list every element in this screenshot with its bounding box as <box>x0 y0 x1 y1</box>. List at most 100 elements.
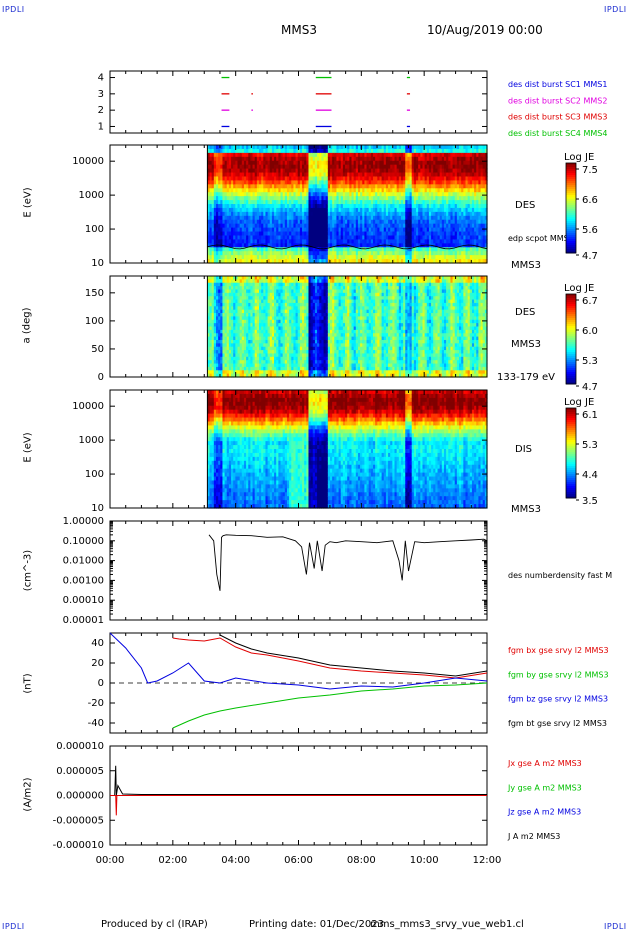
dis-energy-colorbar-tick-label: 5.3 <box>582 440 598 451</box>
des-energy-colorbar-title: Log JE <box>564 152 594 163</box>
current-legend-entry: J A m2 MMS3 <box>507 832 560 841</box>
des-pitch-colorbar-cell <box>566 374 576 377</box>
time-axis-tick-label: 02:00 <box>158 855 187 866</box>
density-series-line <box>208 534 488 591</box>
dis-energy-panel-ytick-label: 1000 <box>79 435 104 446</box>
time-axis-tick-label: 04:00 <box>221 855 250 866</box>
des-energy-colorbar-cell <box>566 165 576 168</box>
des-energy-colorbar-cell <box>566 231 576 234</box>
dis-energy-colorbar-cell <box>566 448 576 451</box>
magnetic-field-panel-ytick-label: -40 <box>88 718 104 729</box>
des-energy-spectrogram-pixels <box>207 145 488 264</box>
dis-energy-colorbar-cell <box>566 494 576 497</box>
des-energy-colorbar-cell <box>566 213 576 216</box>
dis-energy-colorbar-cell <box>566 446 576 449</box>
current-panel-ytick-label: 0.000005 <box>56 766 104 777</box>
magnetic-field-panel-ytick-label: 40 <box>91 638 104 649</box>
magnetic-field-series-line <box>172 637 488 679</box>
des-energy-colorbar-cell <box>566 207 576 210</box>
des-pitch-colorbar-cell <box>566 296 576 299</box>
des-energy-colorbar-tick-label: 5.6 <box>582 225 598 236</box>
des-pitch-colorbar-cell <box>566 380 576 383</box>
dis-energy-colorbar-cell <box>566 438 576 441</box>
des-energy-colorbar-cell <box>566 169 576 172</box>
dis-energy-colorbar-cell <box>566 422 576 425</box>
des-energy-colorbar-cell <box>566 247 576 250</box>
des-pitch-colorbar-tick-label: 6.0 <box>582 326 598 337</box>
des-pitch-colorbar-tick-label: 4.7 <box>582 382 598 393</box>
des-energy-colorbar-cell <box>566 203 576 206</box>
dis-energy-instrument-label: DIS <box>515 444 532 455</box>
dis-energy-colorbar-cell <box>566 480 576 483</box>
dis-energy-colorbar-cell <box>566 486 576 489</box>
des-pitch-colorbar-cell <box>566 368 576 371</box>
des-pitch-colorbar-cell <box>566 360 576 363</box>
des-pitch-colorbar-cell <box>566 370 576 373</box>
dis-energy-colorbar-cell <box>566 478 576 481</box>
burst-panel-frame <box>109 70 488 134</box>
magnetic-field-panel-ytick-label: -20 <box>88 698 104 709</box>
dis-energy-colorbar-tick-label: 6.1 <box>582 410 598 421</box>
dis-energy-colorbar-title: Log JE <box>564 397 594 408</box>
dis-energy-colorbar-cell <box>566 454 576 457</box>
des-pitch-colorbar-cell <box>566 308 576 311</box>
des-pitch-colorbar-cell <box>566 340 576 343</box>
burst-legend-entry: des dist burst SC3 MMS3 <box>508 113 607 122</box>
footer-printing-date: Printing date: 01/Dec/2023 <box>249 919 385 930</box>
current-panel-ytick-label: -0.000005 <box>53 815 104 826</box>
density-panel-ytick-label: 0.00010 <box>63 595 104 606</box>
dis-energy-colorbar-cell <box>566 424 576 427</box>
dis-energy-colorbar-tick-label: 4.4 <box>582 470 598 481</box>
dis-energy-colorbar-cell <box>566 416 576 419</box>
current-panel-ytick-label: 0.000010 <box>56 741 104 752</box>
des-pitch-colorbar-cell <box>566 354 576 357</box>
dis-energy-colorbar-cell <box>566 428 576 431</box>
des-energy-colorbar-cell <box>566 227 576 230</box>
des-pitch-colorbar-cell <box>566 362 576 365</box>
burst-legend-entry: des dist burst SC2 MMS2 <box>508 96 607 105</box>
des-pitch-colorbar-cell <box>566 348 576 351</box>
des-pitch-colorbar-cell <box>566 342 576 345</box>
des-pitch-colorbar-cell <box>566 324 576 327</box>
burst-legend-entry: des dist burst SC4 MMS4 <box>508 129 607 138</box>
burst-legend-entry: des dist burst SC1 MMS1 <box>508 80 607 89</box>
dis-energy-spacecraft-label: MMS3 <box>511 504 541 515</box>
des-energy-colorbar-cell <box>566 173 576 176</box>
dis-energy-colorbar-cell <box>566 462 576 465</box>
des-energy-colorbar-cell <box>566 205 576 208</box>
density-panel-ytick-label: 0.00100 <box>63 575 104 586</box>
magnetic-field-panel-ytick-label: 20 <box>91 658 104 669</box>
des-energy-colorbar-cell <box>566 225 576 228</box>
des-pitch-colorbar-cell <box>566 366 576 369</box>
des-pitch-colorbar-cell <box>566 382 576 385</box>
corner-mark-top-right: IPDLI <box>604 5 627 14</box>
des-energy-colorbar-cell <box>566 245 576 248</box>
time-axis-tick-label: 00:00 <box>96 855 125 866</box>
des-energy-colorbar-cell <box>566 171 576 174</box>
dis-energy-colorbar-cell <box>566 468 576 471</box>
corner-mark-top-left: IPDLI <box>2 5 25 14</box>
magnetic-field-series-line <box>109 632 488 690</box>
des-pitch-colorbar-cell <box>566 312 576 315</box>
magnetic-field-series-line <box>172 682 488 729</box>
dis-energy-colorbar-cell <box>566 490 576 493</box>
des-pitch-spectrogram-pixels <box>207 276 488 378</box>
des-energy-scpot-line <box>207 244 488 250</box>
spacecraft-title: MMS3 <box>281 23 317 37</box>
des-pitch-colorbar-cell <box>566 338 576 341</box>
current-legend-entry: Jz gse A m2 MMS3 <box>507 808 581 817</box>
des-energy-colorbar-cell <box>566 243 576 246</box>
des-energy-colorbar-cell <box>566 197 576 200</box>
des-energy-colorbar-cell <box>566 217 576 220</box>
des-pitch-colorbar-cell <box>566 350 576 353</box>
des-pitch-colorbar-cell <box>566 310 576 313</box>
des-energy-colorbar-cell <box>566 251 576 254</box>
des-energy-colorbar-cell <box>566 249 576 252</box>
des-energy-spacecraft-label: MMS3 <box>511 260 541 271</box>
dis-energy-colorbar-cell <box>566 436 576 439</box>
des-pitch-spacecraft-label: MMS3 <box>511 339 541 350</box>
des-energy-colorbar-cell <box>566 187 576 190</box>
des-energy-colorbar-cell <box>566 215 576 218</box>
des-pitch-colorbar-cell <box>566 314 576 317</box>
des-energy-colorbar-cell <box>566 209 576 212</box>
